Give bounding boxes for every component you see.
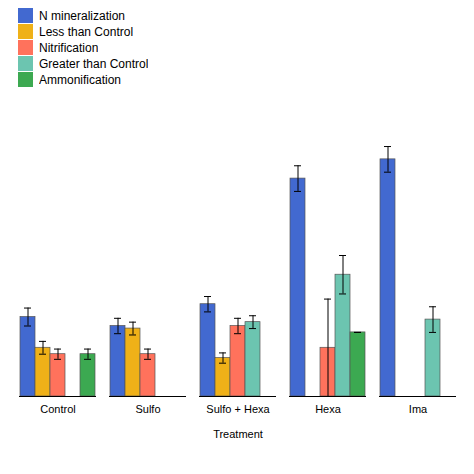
- html-text:N mineralization: N mineralization: [39, 8, 125, 23]
- svg-text:Sulfo: Sulfo: [135, 403, 160, 415]
- svg-text:Hexa: Hexa: [315, 403, 342, 415]
- svg-text:Control: Control: [40, 403, 75, 415]
- html-text:Nitrification: Nitrification: [39, 40, 99, 55]
- svg-text:Treatment: Treatment: [213, 428, 263, 440]
- html-text:Ammonification: Ammonification: [39, 72, 121, 87]
- html-text:Less than Control: Less than Control: [39, 24, 134, 39]
- svg-text:Sulfo + Hexa: Sulfo + Hexa: [206, 403, 270, 415]
- svg-text:Ima: Ima: [409, 403, 428, 415]
- html-text:Greater than Control: Greater than Control: [39, 56, 149, 71]
